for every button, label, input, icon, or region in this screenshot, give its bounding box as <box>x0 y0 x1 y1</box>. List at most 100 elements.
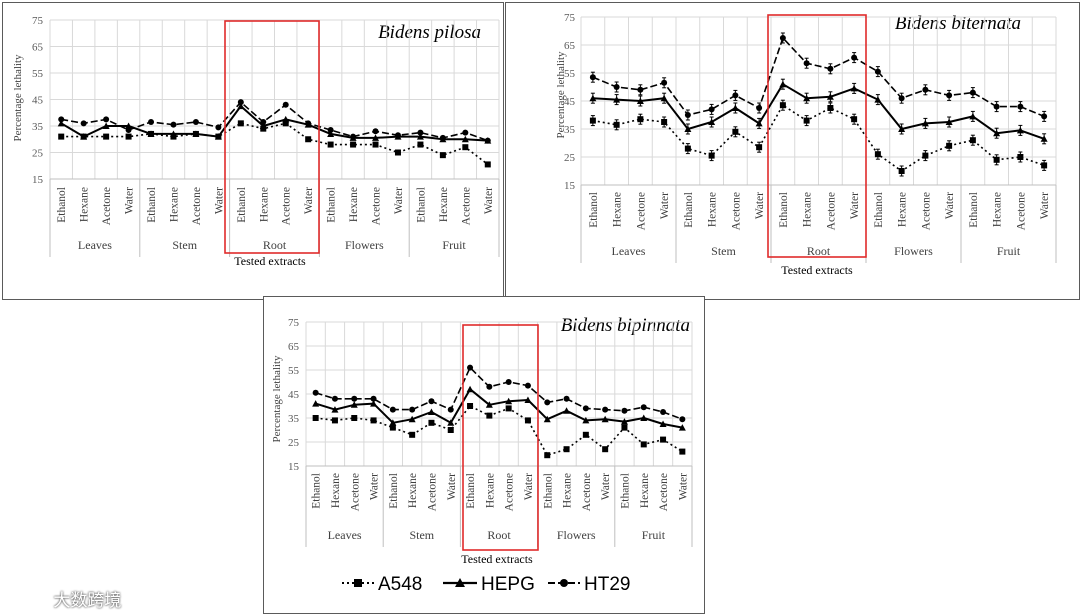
x-tick-label: Water <box>303 187 315 214</box>
point-a548 <box>969 137 976 144</box>
point-a548 <box>922 152 929 159</box>
x-tick-label: Water <box>849 192 861 219</box>
point-hepg <box>601 415 609 423</box>
x-tick-label: Water <box>483 187 495 214</box>
group-label: Root <box>487 528 511 542</box>
point-hepg <box>282 115 290 123</box>
point-ht29 <box>409 406 416 413</box>
point-hepg <box>589 94 597 102</box>
group-label: Stem <box>409 528 434 542</box>
x-tick-label: Water <box>659 192 671 219</box>
point-hepg <box>327 130 335 137</box>
point-a548 <box>582 431 589 438</box>
x-tick-label: Acetone <box>426 473 438 511</box>
x-tick-label: Ethanol <box>326 187 338 223</box>
series-line-ht29 <box>61 101 489 142</box>
x-tick-label: Hexane <box>897 192 909 227</box>
point-ht29 <box>602 406 609 413</box>
point-ht29 <box>708 106 715 113</box>
point-a548 <box>563 446 570 453</box>
point-ht29 <box>125 126 132 133</box>
watermark-text: 大数跨境 <box>53 591 122 611</box>
point-hepg <box>312 400 320 407</box>
legend-label-a548: A548 <box>378 574 422 595</box>
x-tick-label: Water <box>944 192 956 219</box>
x-tick-label: Hexane <box>639 473 651 508</box>
point-hepg <box>755 119 763 127</box>
point-a548 <box>370 417 377 424</box>
point-ht29 <box>350 133 357 140</box>
point-ht29 <box>756 105 763 111</box>
point-ht29 <box>563 395 570 402</box>
x-tick-label: Acetone <box>1015 192 1027 230</box>
point-hepg <box>993 129 1001 137</box>
point-hepg <box>372 134 380 141</box>
series-line-a548 <box>61 122 489 166</box>
point-ht29 <box>305 120 312 127</box>
x-tick-label: Ethanol <box>683 192 695 228</box>
x-tick-label: Hexane <box>407 473 419 508</box>
point-hepg <box>461 135 469 143</box>
point-ht29 <box>589 74 596 81</box>
highlight-box-root <box>462 324 539 551</box>
point-ht29 <box>684 112 691 118</box>
point-hepg <box>543 415 551 423</box>
y-tick-label: 25 <box>288 437 300 449</box>
x-tick-label: Hexane <box>707 192 719 227</box>
x-axis-label: Tested extracts <box>461 552 533 566</box>
point-ht29 <box>215 124 222 131</box>
x-tick-label: Ethanol <box>968 192 980 228</box>
point-hepg <box>613 96 621 103</box>
watermark: 大数跨境 <box>8 586 168 611</box>
point-a548 <box>282 120 289 127</box>
point-ht29 <box>898 95 905 102</box>
point-a548 <box>486 412 493 419</box>
point-a548 <box>312 415 319 421</box>
point-hepg <box>779 80 787 88</box>
y-tick-label: 55 <box>288 365 300 377</box>
point-ht29 <box>192 119 199 126</box>
point-ht29 <box>827 65 834 72</box>
point-hepg <box>237 102 245 110</box>
point-ht29 <box>946 92 953 99</box>
y-tick-label: 25 <box>564 152 576 164</box>
point-hepg <box>169 130 177 137</box>
chart-svg-bidens-biternata: Bidens biternata Percentage lethality Te… <box>555 12 1057 277</box>
point-ht29 <box>993 103 1000 110</box>
point-hepg <box>147 130 155 137</box>
point-a548 <box>640 441 647 448</box>
point-ht29 <box>58 116 65 123</box>
series-line-a548 <box>315 405 683 456</box>
legend-label-ht29: HT29 <box>584 574 630 595</box>
y-tick-label: 45 <box>288 389 300 401</box>
x-tick-label: Ethanol <box>619 473 631 509</box>
x-tick-label: Ethanol <box>778 192 790 228</box>
point-ht29 <box>462 129 469 136</box>
point-ht29 <box>732 92 739 99</box>
x-tick-label: Hexane <box>612 192 624 227</box>
point-ht29 <box>312 389 319 396</box>
point-ht29 <box>640 404 647 411</box>
point-hepg <box>408 415 416 423</box>
point-hepg <box>874 96 882 103</box>
point-a548 <box>409 431 416 438</box>
point-ht29 <box>467 364 474 371</box>
x-tick-label: Water <box>446 473 458 500</box>
point-hepg <box>850 84 858 92</box>
point-ht29 <box>524 382 531 389</box>
point-a548 <box>447 427 454 433</box>
group-label: Root <box>807 244 831 258</box>
point-ht29 <box>370 395 377 402</box>
x-tick-label: Ethanol <box>236 187 248 223</box>
point-ht29 <box>372 128 379 135</box>
point-ht29 <box>679 416 686 423</box>
y-tick-label: 75 <box>32 15 44 27</box>
point-a548 <box>331 417 338 424</box>
x-tick-label: Acetone <box>371 187 383 225</box>
x-tick-label: Hexane <box>484 473 496 508</box>
point-a548 <box>524 417 531 424</box>
group-label: Flowers <box>345 238 384 252</box>
point-hepg <box>708 118 716 125</box>
y-tick-label: 35 <box>564 124 576 136</box>
group-label: Flowers <box>557 528 596 542</box>
